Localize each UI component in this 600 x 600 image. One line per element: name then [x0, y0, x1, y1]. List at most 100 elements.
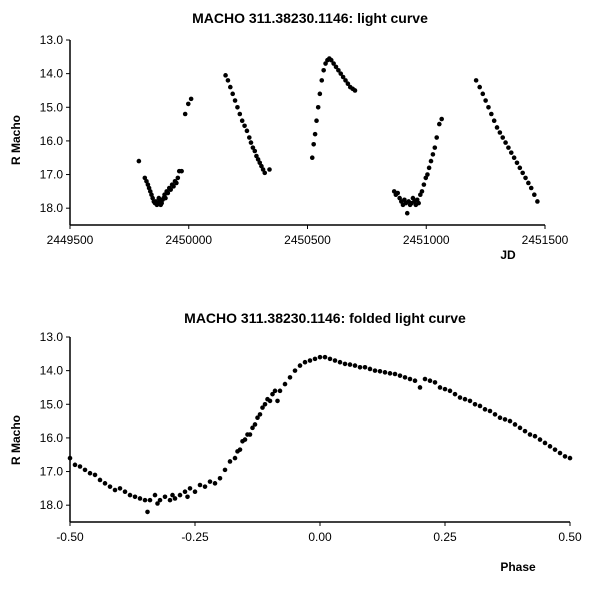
- data-point: [155, 501, 160, 506]
- y-ticks: 13.0 14.0 15.0 16.0 17.0 18.0: [40, 33, 70, 215]
- data-point: [257, 412, 263, 417]
- folded-light-curve-chart: MACHO 311.38230.1146: folded light curve…: [9, 310, 582, 574]
- y-axis-label: R Macho: [9, 415, 23, 465]
- data-point: [526, 180, 531, 186]
- data-point: [337, 359, 343, 365]
- data-point: [437, 121, 442, 127]
- data-point: [416, 200, 421, 206]
- data-point: [404, 210, 410, 216]
- data-point: [275, 398, 280, 404]
- data-point: [82, 467, 88, 473]
- data-point: [417, 385, 423, 390]
- data-point: [332, 358, 338, 363]
- data-point: [122, 489, 128, 495]
- data-point: [352, 88, 358, 93]
- data-point: [452, 391, 458, 397]
- data-point: [528, 185, 534, 191]
- data-point: [511, 155, 517, 161]
- y-tick-label: 15.0: [40, 397, 64, 411]
- data-point: [387, 371, 393, 376]
- data-point: [167, 497, 173, 503]
- data-point: [237, 447, 243, 452]
- data-point: [483, 98, 488, 103]
- data-point: [426, 165, 432, 171]
- x-ticks: -0.50 -0.25 0.00 0.25 0.50: [56, 522, 582, 544]
- data-point: [522, 428, 528, 434]
- data-point: [535, 199, 540, 204]
- data-point: [237, 111, 243, 117]
- data-point: [487, 408, 493, 414]
- data-point: [422, 376, 428, 382]
- data-point: [242, 437, 248, 442]
- data-point: [247, 432, 253, 437]
- x-axis-label: Phase: [500, 560, 536, 574]
- data-point: [87, 470, 93, 476]
- data-point: [352, 363, 358, 368]
- data-point: [512, 422, 518, 427]
- data-point: [397, 373, 403, 378]
- data-point: [472, 401, 478, 407]
- data-point: [547, 444, 553, 449]
- data-point: [162, 494, 168, 500]
- data-point: [227, 459, 233, 464]
- data-point: [270, 391, 275, 397]
- data-point: [482, 407, 488, 412]
- data-point: [508, 150, 514, 155]
- x-tick-label: -0.25: [181, 530, 209, 544]
- data-point: [314, 118, 319, 124]
- light-curve-chart: MACHO 311.38230.1146: light curve R Mach…: [9, 10, 569, 262]
- data-point: [307, 358, 313, 363]
- data-point: [311, 141, 316, 147]
- data-point: [532, 192, 537, 198]
- data-point: [282, 381, 288, 387]
- y-tick-label: 16.0: [40, 431, 64, 445]
- data-point: [77, 464, 83, 469]
- data-point: [228, 84, 233, 90]
- data-point: [382, 370, 388, 375]
- data-point: [477, 403, 483, 409]
- data-point: [255, 415, 260, 421]
- data-point: [520, 170, 525, 176]
- data-point: [428, 158, 434, 164]
- data-point: [532, 433, 538, 439]
- y-tick-label: 15.0: [40, 100, 64, 114]
- y-tick-label: 17.0: [40, 465, 64, 479]
- data-point: [407, 376, 413, 382]
- data-point: [272, 388, 278, 394]
- data-point: [427, 378, 433, 384]
- data-point: [430, 152, 436, 157]
- x-tick-label: 2451000: [403, 233, 450, 247]
- data-point: [102, 481, 108, 486]
- data-point: [170, 492, 175, 498]
- data-point: [267, 167, 272, 172]
- data-point: [252, 148, 258, 154]
- data-point: [242, 123, 247, 129]
- data-point: [491, 118, 497, 124]
- data-point: [207, 479, 213, 484]
- data-point: [340, 74, 346, 80]
- data-point: [175, 175, 181, 181]
- data-point: [395, 190, 401, 196]
- data-point: [497, 415, 503, 421]
- data-point: [437, 385, 443, 390]
- data-point: [182, 111, 188, 117]
- data-point: [421, 182, 427, 187]
- data-point: [331, 61, 336, 66]
- data-point: [250, 145, 256, 150]
- data-point: [142, 497, 148, 503]
- data-point: [248, 140, 254, 145]
- data-point: [480, 91, 486, 97]
- data-point: [92, 472, 98, 478]
- y-tick-label: 17.0: [40, 168, 64, 182]
- data-point: [315, 104, 321, 110]
- y-axis-label: R Macho: [9, 115, 23, 165]
- data-point: [343, 78, 348, 83]
- data-point: [117, 486, 123, 491]
- data-point: [442, 386, 448, 392]
- data-point: [222, 467, 228, 473]
- data-point: [312, 131, 318, 137]
- x-tick-label: 2451500: [522, 233, 569, 247]
- data-point: [252, 422, 258, 427]
- chart-title: MACHO 311.38230.1146: folded light curve: [184, 310, 466, 326]
- x-tick-label: 0.25: [433, 530, 457, 544]
